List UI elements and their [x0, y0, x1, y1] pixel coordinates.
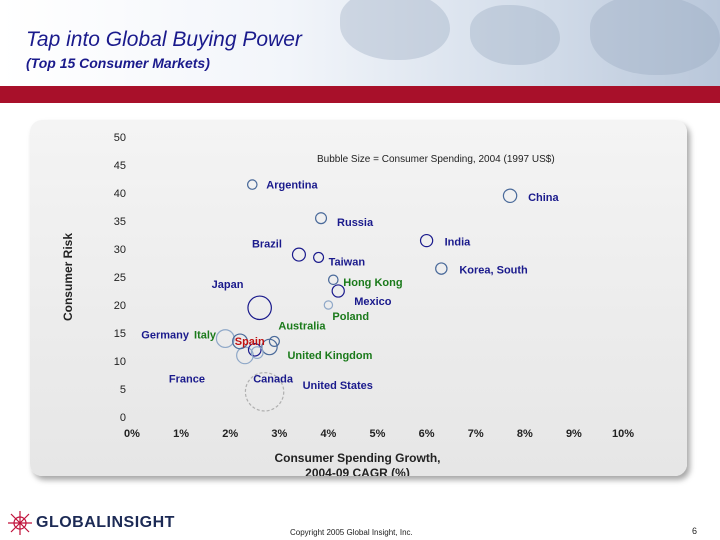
- x-tick-label: 7%: [468, 428, 484, 440]
- bubble-label-brazil: Brazil: [252, 239, 282, 251]
- bubble-label-india: India: [445, 237, 472, 249]
- map-continent-decoration: [590, 0, 720, 75]
- bubble-label-japan: Japan: [212, 279, 244, 291]
- bubble-brazil: [291, 247, 306, 262]
- y-tick-label: 5: [120, 384, 126, 396]
- bubble-taiwan: [313, 251, 325, 263]
- bubble-label-hong-kong: Hong Kong: [343, 277, 402, 289]
- x-tick-label: 10%: [612, 428, 634, 440]
- x-tick-label: 2%: [222, 428, 238, 440]
- x-tick-label: 0%: [124, 428, 140, 440]
- chart-panel: 0 5 10 15 20 25 30 35 40 45 50 0% 1% 2% 3% 4% 5% 6% 7% 8% 9%…: [30, 120, 687, 476]
- y-tick-label: 50: [114, 132, 126, 144]
- slide-subtitle: (Top 15 Consumer Markets): [26, 55, 210, 71]
- bubble-hong-kong: [328, 274, 339, 286]
- map-continent-decoration: [470, 5, 560, 65]
- slide-header: Tap into Global Buying Power (Top 15 Con…: [0, 0, 720, 86]
- bubble-label-poland: Poland: [332, 311, 369, 323]
- bubble-label-russia: Russia: [337, 217, 374, 229]
- bubble-label-mexico: Mexico: [354, 296, 392, 308]
- x-tick-label: 6%: [419, 428, 435, 440]
- bubble-italy: [232, 333, 248, 350]
- y-tick-label: 30: [114, 244, 126, 256]
- slide-title: Tap into Global Buying Power: [26, 28, 302, 51]
- bubble-size-note: Bubble Size = Consumer Spending, 2004 (1…: [317, 154, 555, 165]
- x-tick-label: 5%: [370, 428, 386, 440]
- y-tick-label: 45: [114, 160, 126, 172]
- x-axis-label: Consumer Spending Growth,: [274, 451, 440, 465]
- y-tick-label: 15: [114, 328, 126, 340]
- bubble-spain: [247, 342, 262, 357]
- bubble-label-argentina: Argentina: [266, 180, 318, 192]
- y-tick-label: 0: [120, 412, 126, 424]
- bubble-china: [502, 188, 518, 204]
- bubble-russia: [315, 212, 328, 225]
- logo-text: GLOBALINSIGHT: [36, 514, 175, 531]
- x-tick-label: 3%: [271, 428, 287, 440]
- y-tick-label: 10: [114, 356, 126, 368]
- page-number: 6: [692, 526, 698, 536]
- bubble-france: [236, 346, 254, 365]
- bubble-label-germany: Germany: [141, 330, 190, 342]
- bubble-germany: [215, 329, 235, 349]
- bubble-india: [419, 233, 434, 248]
- bubble-korea-south: [435, 262, 448, 275]
- bubble-label-australia: Australia: [278, 320, 326, 332]
- x-tick-label: 9%: [566, 428, 582, 440]
- y-tick-label: 40: [114, 188, 126, 200]
- globalinsight-logo: [8, 511, 32, 535]
- bubble-label-france: France: [169, 373, 205, 385]
- y-tick-label: 25: [114, 272, 126, 284]
- x-tick-label: 8%: [517, 428, 533, 440]
- x-axis-label: 2004-09 CAGR (%): [305, 466, 410, 476]
- bubble-australia: [268, 335, 280, 347]
- x-tick-label: 4%: [320, 428, 336, 440]
- bubble-label-united-states: United States: [303, 380, 373, 392]
- y-tick-label: 35: [114, 216, 126, 228]
- y-tick-label: 20: [114, 300, 126, 312]
- bubble-label-korea-south: Korea, South: [459, 265, 528, 277]
- header-red-band: [0, 86, 720, 103]
- bubble-label-taiwan: Taiwan: [329, 256, 366, 268]
- bubble-chart: 0 5 10 15 20 25 30 35 40 45 50 0% 1% 2% 3% 4% 5% 6% 7% 8% 9%…: [61, 132, 634, 476]
- bubble-mexico: [331, 284, 345, 298]
- bubble-label-canada: Canada: [253, 374, 294, 386]
- bubble-argentina: [246, 179, 258, 190]
- x-tick-label: 1%: [173, 428, 189, 440]
- map-continent-decoration: [340, 0, 450, 60]
- bubble-label-united-kingdom: United Kingdom: [287, 350, 372, 362]
- bubble-canada: [250, 346, 264, 360]
- y-axis-label: Consumer Risk: [61, 233, 75, 321]
- bubble-poland: [323, 300, 334, 310]
- bubble-united-states: [244, 372, 285, 412]
- copyright-text: Copyright 2005 Global Insight, Inc.: [290, 528, 413, 537]
- bubble-japan: [247, 295, 272, 321]
- bubble-label-china: China: [528, 192, 559, 204]
- slide-footer: GLOBALINSIGHT Copyright 2005 Global Insi…: [0, 508, 720, 540]
- bubble-label-italy: Italy: [194, 329, 217, 341]
- bubble-label-spain: Spain: [235, 336, 265, 348]
